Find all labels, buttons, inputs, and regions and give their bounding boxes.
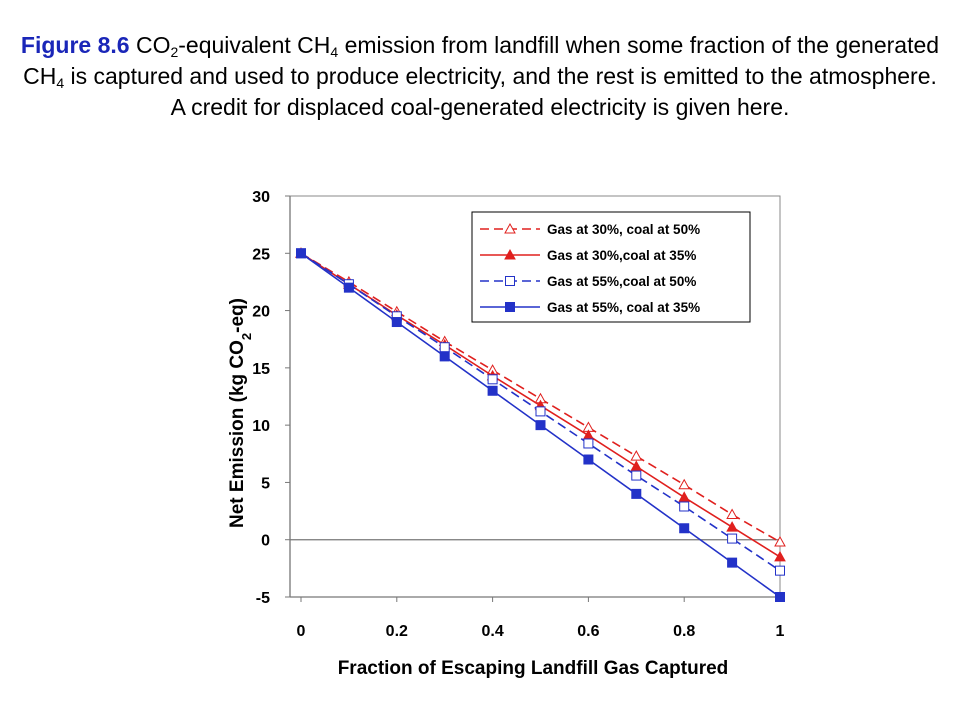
y-tick-label: 30 [252, 189, 270, 206]
data-point [630, 460, 643, 471]
data-point [504, 248, 516, 260]
data-point [439, 351, 450, 362]
caption-text: CO2-equivalent CH4 emission from landfil… [23, 32, 940, 120]
y-axis-label: Net Emission (kg CO2-eq) [227, 298, 254, 528]
data-point [775, 592, 785, 602]
y-tick-label: 15 [252, 361, 270, 378]
data-point [583, 454, 594, 465]
data-point [679, 523, 690, 534]
y-tick-label: 20 [252, 304, 270, 321]
data-point [774, 550, 786, 562]
data-point [505, 302, 515, 312]
data-point [726, 508, 738, 520]
legend-label: Gas at 55%,coal at 50% [547, 274, 696, 289]
x-tick-label: 0.8 [673, 623, 695, 640]
data-point [775, 565, 785, 576]
y-tick-label: 25 [252, 246, 270, 263]
data-point [727, 533, 738, 544]
legend-label: Gas at 30%,coal at 35% [547, 248, 696, 263]
data-point [391, 317, 402, 328]
data-point [678, 491, 691, 502]
data-point [631, 488, 642, 499]
data-point [439, 342, 450, 353]
data-point [678, 478, 691, 490]
figure-caption: Figure 8.6 CO2-equivalent CH4 emission f… [20, 30, 940, 123]
legend-label: Gas at 30%, coal at 50% [547, 222, 700, 237]
x-tick-label: 0.4 [481, 623, 503, 640]
caption-subscript: 2 [170, 44, 179, 60]
data-point [487, 385, 498, 396]
caption-subscript: 4 [56, 75, 65, 91]
data-point [727, 557, 738, 568]
series-4 [296, 248, 785, 602]
data-point [487, 374, 498, 385]
y-axis-label-subscript: 2 [239, 333, 254, 340]
x-tick-label: 1 [776, 623, 785, 640]
legend-box [471, 211, 751, 323]
data-point [504, 222, 516, 234]
y-tick-label: -5 [256, 590, 270, 607]
caption-subscript: 4 [330, 44, 339, 60]
legend-label: Gas at 55%, coal at 35% [547, 300, 700, 315]
data-point [296, 248, 306, 259]
x-tick-label: 0.2 [386, 623, 408, 640]
series-layer [295, 247, 786, 602]
data-point [505, 276, 515, 286]
x-tick-label: 0 [297, 623, 306, 640]
data-point [535, 406, 546, 417]
data-point [726, 521, 738, 532]
y-tick-label: 5 [261, 475, 270, 492]
data-point [343, 282, 354, 293]
y-tick-label: 0 [261, 533, 270, 550]
data-point [583, 438, 594, 449]
x-tick-label: 0.6 [577, 623, 599, 640]
data-point [679, 501, 690, 512]
y-tick-label: 10 [252, 418, 270, 435]
data-point [630, 450, 643, 461]
data-point [631, 470, 642, 481]
legend: Gas at 30%, coal at 50% Gas at 30%,coal a… [471, 211, 751, 323]
axes: 30 25 20 15 10 5 0 -5 0 0.2 0.4 0.6 0.8 1 [252, 189, 784, 640]
figure-number: Figure 8.6 [20, 32, 130, 58]
data-point [774, 535, 786, 547]
data-point [535, 420, 546, 431]
x-axis-label: Fraction of Escaping Landfill Gas Captur… [338, 658, 729, 679]
